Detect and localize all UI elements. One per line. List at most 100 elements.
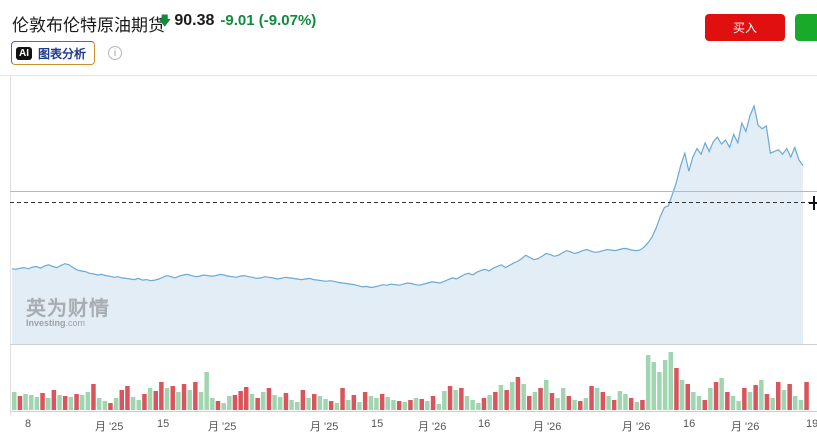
buy-button[interactable]: 买入 [705, 14, 785, 41]
volume-bar [725, 392, 730, 410]
volume-bar [793, 396, 798, 410]
volume-bar [606, 396, 611, 410]
volume-bar [379, 394, 385, 410]
volume-bar [600, 392, 606, 410]
volume-bar [730, 396, 736, 410]
down-arrow-icon: 🡇 [158, 13, 172, 28]
volume-bar [561, 388, 566, 410]
volume-bar [566, 396, 572, 410]
volume-bar [68, 397, 74, 410]
volume-bar [555, 398, 560, 410]
price-block: 🡇 90.38 -9.01 (-9.07%) [158, 12, 316, 34]
volume-bar [776, 382, 781, 410]
volume-bar [572, 400, 577, 410]
volume-bar [261, 392, 266, 410]
volume-bar [770, 398, 775, 410]
volume-bar [594, 388, 600, 410]
volume-bar [317, 396, 323, 410]
volume-bar [164, 388, 170, 410]
volume-bar [46, 398, 51, 410]
volume-bar [487, 395, 492, 410]
volume-bar [125, 386, 130, 410]
volume-bar [645, 355, 651, 410]
volume-bar [62, 396, 68, 410]
volume-bar [23, 394, 28, 410]
volume-bar [527, 396, 532, 410]
volume-bar [147, 388, 153, 410]
volume-bar [362, 392, 368, 410]
volume-bar [17, 396, 23, 410]
volume-bar [538, 388, 543, 410]
volume-bar [34, 397, 40, 410]
volume-bar [453, 390, 458, 410]
volume-bar [345, 400, 351, 410]
volume-bar [583, 398, 589, 410]
volume-bar [436, 404, 441, 410]
volume-bar [742, 388, 747, 410]
volume-bar [232, 395, 238, 410]
volume-bar [300, 390, 306, 410]
volume-bar [781, 390, 787, 410]
volume-bar [634, 402, 640, 410]
price-layer [11, 104, 804, 344]
volume-bar [713, 382, 719, 410]
volume-bar [57, 395, 62, 410]
volume-bar [249, 394, 255, 410]
volume-bar [515, 377, 521, 410]
volume-bar [402, 402, 407, 410]
x-tick-label: 19 [806, 418, 817, 430]
volume-bar [29, 395, 34, 410]
volume-bar [40, 393, 45, 410]
volume-bar [521, 384, 526, 410]
volume-bar [108, 403, 113, 410]
volume-bar [312, 394, 317, 410]
volume-bar [532, 392, 538, 410]
volume-bar [470, 400, 475, 410]
volume-bar [798, 400, 804, 410]
watermark-en-bold: Investing [26, 318, 66, 328]
x-tick-label: 16 [683, 418, 696, 430]
volume-bar [753, 385, 758, 410]
volume-bar [130, 397, 136, 410]
volume-bar [12, 392, 17, 410]
volume-bar [464, 396, 470, 410]
investing-watermark: 英为财情 Investing.com [26, 292, 110, 328]
volume-bar [136, 400, 141, 410]
info-icon[interactable]: i [108, 46, 122, 60]
watermark-en: Investing.com [26, 318, 110, 328]
volume-bar [708, 388, 713, 410]
volume-bar [696, 396, 702, 410]
watermark-en-suffix: .com [65, 318, 86, 328]
volume-bar [623, 394, 628, 410]
volume-bar [668, 352, 673, 410]
x-tick-label: 月 '26 [533, 421, 562, 433]
price-change: -9.01 (-9.07%) [220, 12, 317, 29]
volume-bar [113, 398, 119, 410]
volume-bar [787, 384, 792, 410]
volume-bar [685, 384, 690, 410]
volume-bar [244, 387, 249, 410]
volume-bar [79, 395, 85, 410]
volume-bar [278, 397, 283, 410]
volume-bar [142, 394, 147, 410]
volume-bar [578, 401, 583, 410]
volume-bar [374, 398, 379, 410]
volume-bar [447, 386, 453, 410]
volume-bar [385, 397, 390, 410]
volume-bar [759, 380, 764, 410]
x-tick-label: 月 '25 [95, 421, 124, 433]
x-tick-label: 8 [25, 418, 32, 430]
volume-bar [476, 403, 481, 410]
volume-bar [679, 380, 685, 410]
watermark-cn: 英为财情 [26, 296, 110, 320]
volume-bar [181, 384, 187, 410]
volume-bar [357, 402, 362, 410]
sell-button[interactable] [795, 14, 817, 41]
volume-bar [159, 382, 164, 410]
volume-bar [691, 392, 696, 410]
volume-bar [391, 400, 396, 410]
instrument-title: 伦敦布伦特原油期货 [12, 16, 165, 35]
volume-bar [804, 382, 809, 410]
volume-bar [323, 399, 328, 410]
chart-analysis-button[interactable]: AI 图表分析 [11, 41, 96, 65]
